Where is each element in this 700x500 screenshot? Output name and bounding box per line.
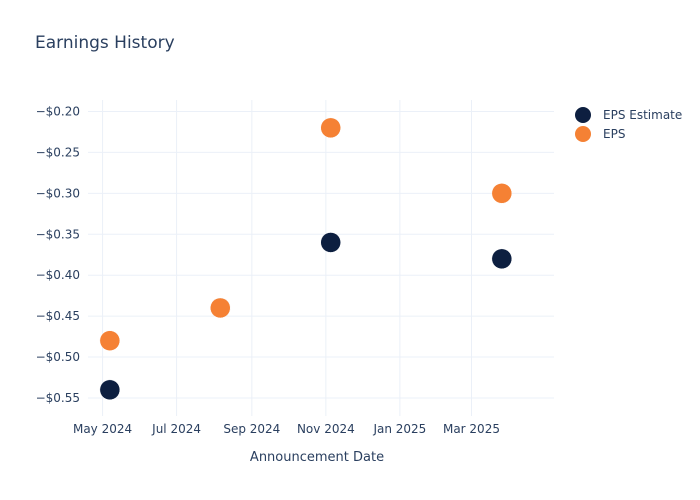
x-tick-label: Mar 2025 (443, 422, 500, 436)
eps-estimate-point[interactable] (491, 248, 513, 270)
legend-item-eps[interactable]: EPS (575, 126, 625, 142)
y-tick-label: −$0.20 (36, 104, 80, 118)
x-tick-label: May 2024 (73, 422, 132, 436)
y-tick-label: −$0.55 (36, 391, 80, 405)
data-points (99, 117, 513, 401)
x-tick-label: Sep 2024 (223, 422, 280, 436)
y-axis: −$0.20 −$0.25 −$0.30 −$0.35 −$0.40 −$0.45 −$0.… (36, 104, 80, 405)
legend-marker (575, 126, 591, 142)
legend-label: EPS Estimate (603, 108, 682, 122)
legend-marker (575, 107, 591, 123)
eps-point[interactable] (491, 183, 513, 204)
x-tick-label: Jan 2025 (372, 422, 426, 436)
eps-estimate-point[interactable] (320, 232, 341, 253)
x-axis-label: Announcement Date (250, 450, 384, 465)
grid (88, 100, 554, 416)
eps-estimate-point[interactable] (99, 379, 121, 401)
y-tick-label: −$0.25 (36, 145, 80, 159)
x-tick-label: Nov 2024 (297, 422, 355, 436)
eps-point[interactable] (320, 117, 341, 139)
legend-item-eps-estimate[interactable]: EPS Estimate (575, 107, 682, 123)
y-tick-label: −$0.35 (36, 227, 80, 241)
x-axis: May 2024 Jul 2024 Sep 2024 Nov 2024 Jan 2025… (73, 422, 500, 436)
legend[interactable]: EPS Estimate EPS (575, 107, 682, 142)
y-tick-label: −$0.45 (36, 309, 80, 323)
y-tick-label: −$0.40 (36, 268, 80, 282)
legend-label: EPS (603, 127, 625, 141)
eps-point[interactable] (99, 330, 121, 351)
eps-point[interactable] (210, 297, 231, 319)
y-tick-label: −$0.30 (36, 186, 80, 200)
y-tick-label: −$0.50 (36, 350, 80, 364)
x-tick-label: Jul 2024 (151, 422, 201, 436)
chart-title: Earnings History (35, 33, 175, 53)
